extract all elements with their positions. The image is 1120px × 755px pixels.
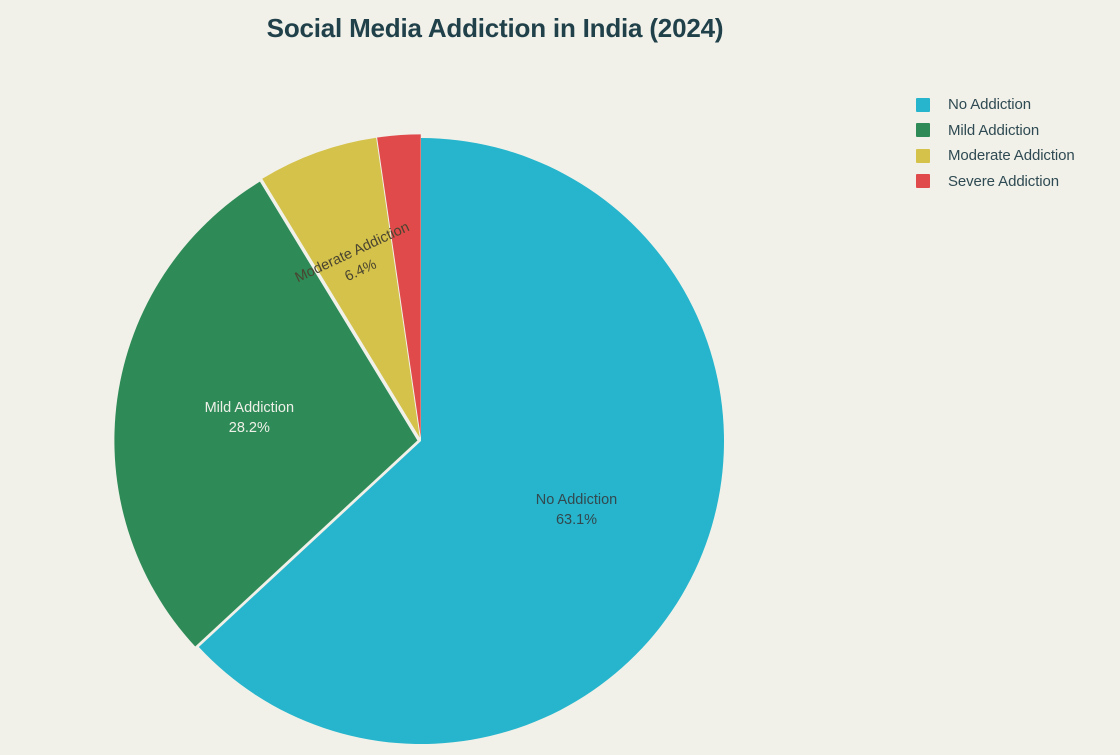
- legend-swatch-moderate-addiction: [916, 148, 930, 163]
- legend-item-no-addiction[interactable]: No Addiction: [916, 92, 1120, 118]
- legend-item-moderate-addiction[interactable]: Moderate Addiction: [916, 143, 1120, 169]
- chart-legend: No Addiction Mild Addiction Moderate Add…: [916, 92, 1120, 194]
- pie-label-name-mild-addiction: Mild Addiction: [205, 400, 294, 416]
- pie-label-no-addiction: No Addiction 63.1%: [536, 492, 617, 528]
- legend-label-severe-addiction: Severe Addiction: [948, 172, 1059, 190]
- legend-item-mild-addiction[interactable]: Mild Addiction: [916, 118, 1120, 144]
- pie-slice-moderate-addiction[interactable]: [262, 137, 420, 438]
- legend-label-mild-addiction: Mild Addiction: [948, 121, 1040, 139]
- pie-label-value-no-addiction: 63.1%: [556, 512, 597, 528]
- legend-label-moderate-addiction: Moderate Addiction: [948, 147, 1075, 165]
- pie-slice-mild-addiction[interactable]: [114, 181, 418, 647]
- legend-label-no-addiction: No Addiction: [948, 96, 1032, 114]
- pie-slice-severe-addiction[interactable]: [377, 134, 421, 438]
- pie-slices: [114, 134, 724, 744]
- legend-swatch-severe-addiction: [916, 174, 930, 189]
- legend-swatch-mild-addiction: [916, 123, 930, 138]
- pie-label-value-mild-addiction: 28.2%: [229, 420, 270, 436]
- legend-item-severe-addiction[interactable]: Severe Addiction: [916, 169, 1120, 195]
- pie-slice-no-addiction[interactable]: [198, 138, 724, 744]
- pie-label-mild-addiction: Mild Addiction 28.2%: [205, 400, 294, 436]
- pie-label-name-no-addiction: No Addiction: [536, 492, 617, 508]
- chart-title: Social Media Addiction in India (2024): [266, 13, 724, 43]
- legend-swatch-no-addiction: [916, 97, 930, 112]
